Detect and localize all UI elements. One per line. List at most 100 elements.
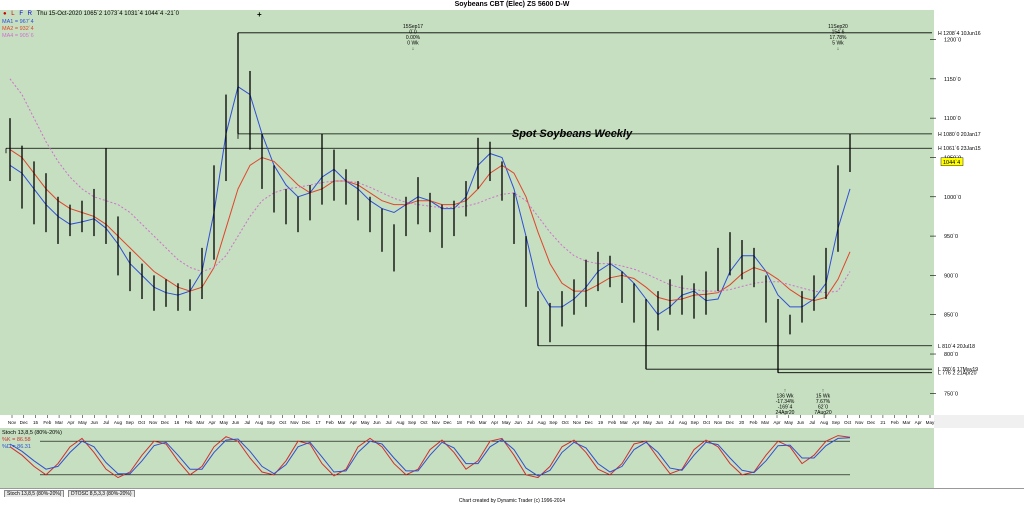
pivot-label: L 780`6 17May19	[938, 367, 978, 373]
x-tick-label: Nov	[432, 420, 441, 425]
x-tick-label: Nov	[714, 420, 723, 425]
y-tick-label: 1150`0	[944, 77, 961, 83]
y-tick-label: 900`0	[944, 273, 958, 279]
x-tick-label: Sep	[691, 420, 700, 425]
x-tick-label: Jul	[244, 420, 250, 425]
x-tick-label: Mar	[196, 420, 204, 425]
window-title: Soybeans CBT (Elec) ZS 5600 D-W	[0, 0, 1024, 10]
x-tick-label: Oct	[844, 420, 852, 425]
x-tick-label: Dec	[20, 420, 29, 425]
x-tick-label: Apr	[67, 420, 75, 425]
x-tick-label: Dec	[867, 420, 876, 425]
x-tick-label: Oct	[279, 420, 287, 425]
x-tick-label: Mar	[761, 420, 769, 425]
annotation-top-right: 17.78%	[830, 35, 848, 41]
annotation-top-right: 11Sep20	[828, 24, 848, 30]
price-y-axis	[934, 10, 1024, 415]
annotation-top-left: 0 Wk	[407, 41, 419, 47]
ma1-label: MA1 = 967`4	[2, 19, 34, 25]
x-tick-label: Oct	[420, 420, 428, 425]
stochastic-y-axis	[934, 428, 1024, 488]
x-tick-label: Mar	[338, 420, 346, 425]
chart-title: Spot Soybeans Weekly	[512, 128, 633, 140]
pivot-label: L 810`4 20Jul18	[938, 344, 975, 350]
annotation-bottom-right: 7Aug20	[814, 410, 831, 416]
y-tick-label: 1000`0	[944, 195, 961, 201]
x-tick-label: Aug	[396, 420, 405, 425]
annotation-top-left: 0`0	[409, 30, 416, 36]
x-tick-label: 19	[598, 420, 604, 425]
annotation-bottom-right: 7.67%	[816, 399, 831, 405]
lock-icon[interactable]: ●	[3, 11, 7, 17]
x-tick-label: 17	[315, 420, 321, 425]
toolbar-icon-f[interactable]: F	[19, 11, 23, 17]
x-tick-label: 21	[880, 420, 886, 425]
annotation-top-right: 154`6	[832, 30, 845, 36]
y-tick-label: 1200`0	[944, 38, 961, 44]
x-tick-label: Jun	[514, 420, 522, 425]
y-tick-label: 750`0	[944, 391, 958, 397]
x-tick-label: 20	[739, 420, 745, 425]
ma-legend: MA1 = 967`4 MA2 = 932`4 MA4 = 905`6	[2, 19, 34, 40]
crosshair-icon[interactable]: +	[257, 10, 262, 19]
stoch-title: Stoch 13,8,5 (80%-20%)	[2, 430, 62, 436]
x-tick-label: May	[78, 420, 87, 425]
x-tick-label: May	[784, 420, 793, 425]
x-tick-label: Sep	[267, 420, 276, 425]
x-tick-label: Aug	[114, 420, 123, 425]
quote-toolbar: ● L F R Thu 15-Oct-2020 1065`2 1073`4 10…	[3, 11, 182, 17]
annotation-bottom-left: ↑	[784, 388, 787, 394]
x-tick-label: Sep	[549, 420, 558, 425]
annotation-bottom-left: 136 Wk	[777, 394, 794, 400]
x-tick-label: Mar	[620, 420, 628, 425]
x-tick-label: Jul	[809, 420, 815, 425]
x-tick-label: Aug	[255, 420, 264, 425]
x-tick-label: Dec	[443, 420, 452, 425]
x-tick-label: Apr	[350, 420, 358, 425]
x-tick-label: Nov	[573, 420, 582, 425]
current-price-label: 1044`4	[943, 160, 960, 166]
x-tick-label: Dec	[585, 420, 594, 425]
x-tick-label: Jun	[91, 420, 99, 425]
x-tick-label: Jun	[373, 420, 381, 425]
x-tick-label: Oct	[562, 420, 570, 425]
x-tick-label: May	[926, 420, 935, 425]
x-tick-label: Jul	[668, 420, 674, 425]
x-tick-label: Mar	[479, 420, 487, 425]
ma2-label: MA2 = 932`4	[2, 26, 34, 32]
x-tick-label: Sep	[408, 420, 417, 425]
x-tick-label: Feb	[608, 420, 616, 425]
x-tick-label: 18	[457, 420, 463, 425]
x-tick-label: 15	[33, 420, 39, 425]
x-tick-label: Dec	[161, 420, 170, 425]
x-tick-label: May	[643, 420, 652, 425]
x-tick-label: Feb	[185, 420, 193, 425]
y-tick-label: 950`0	[944, 234, 958, 240]
x-tick-label: Apr	[632, 420, 640, 425]
x-tick-label: Nov	[855, 420, 864, 425]
stochastic-panel[interactable]	[0, 428, 934, 488]
stoch-legend: Stoch 13,8,5 (80%-20%) %K = 86.58 %D = 8…	[2, 430, 62, 451]
x-tick-label: Dec	[302, 420, 311, 425]
x-tick-label: Mar	[55, 420, 63, 425]
x-tick-label: Aug	[679, 420, 688, 425]
annotation-bottom-left: -17.34%	[776, 399, 795, 405]
x-tick-label: Feb	[467, 420, 475, 425]
x-tick-label: Feb	[891, 420, 899, 425]
y-tick-label: 800`0	[944, 352, 958, 358]
stoch-d-line	[9, 437, 851, 477]
toolbar-icon-r[interactable]: R	[27, 11, 32, 17]
footer-credit: Chart created by Dynamic Trader (c) 1996…	[0, 497, 1024, 505]
x-tick-label: Aug	[538, 420, 547, 425]
annotation-bottom-right: ↑	[822, 388, 825, 394]
toolbar-icon-l[interactable]: L	[11, 11, 15, 17]
x-tick-label: Jun	[232, 420, 240, 425]
x-tick-label: May	[361, 420, 370, 425]
annotation-top-left: 0.00%	[406, 35, 421, 41]
x-tick-label: May	[220, 420, 229, 425]
annotation-bottom-left: -169`4	[778, 405, 793, 411]
y-tick-label: 850`0	[944, 313, 958, 319]
x-tick-label: Aug	[820, 420, 829, 425]
stoch-k-label: %K = 86.58	[2, 437, 31, 443]
